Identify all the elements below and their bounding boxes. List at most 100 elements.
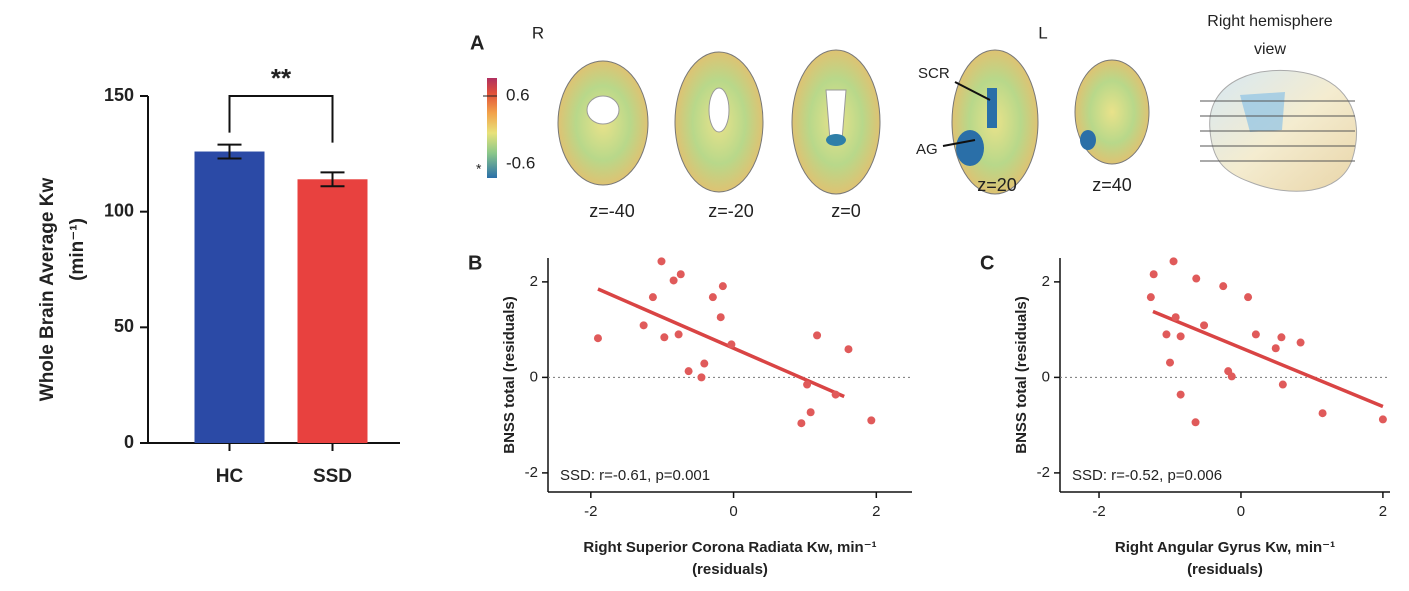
- point: [593, 334, 602, 343]
- y-tick-label: -2: [525, 464, 538, 481]
- point: [844, 345, 853, 354]
- error-bar: [320, 171, 345, 188]
- point: [1278, 380, 1287, 389]
- error-bar: [217, 143, 242, 160]
- point: [813, 331, 822, 340]
- point: [1146, 293, 1155, 302]
- slice-label: z=-20: [708, 201, 754, 221]
- point: [1191, 418, 1200, 427]
- x-tick-label: -2: [1092, 503, 1105, 520]
- fit-line: [597, 287, 845, 399]
- point: [657, 257, 666, 266]
- y-axis-label: (min⁻¹): [67, 218, 88, 281]
- point: [867, 416, 876, 425]
- point: [1149, 270, 1158, 279]
- x-axis-label: (residuals): [692, 561, 768, 578]
- point: [639, 321, 648, 330]
- point: [684, 367, 693, 376]
- point: [1277, 333, 1286, 342]
- y-tick-label: -2: [1037, 464, 1050, 481]
- point: [669, 276, 678, 285]
- slice-label: z=20: [977, 175, 1017, 195]
- slice-label: z=-40: [589, 201, 635, 221]
- y-tick-label: 50: [114, 316, 134, 336]
- point: [1176, 390, 1185, 399]
- x-tick-label: HC: [216, 466, 244, 487]
- point: [1176, 332, 1185, 341]
- pointer: [942, 139, 976, 147]
- brain-slice-detail: [826, 134, 846, 146]
- pointer: [954, 81, 991, 101]
- point: [676, 270, 685, 279]
- point: [697, 373, 706, 382]
- annotation: SSD: r=-0.61, p=0.001: [560, 467, 710, 484]
- point: [716, 313, 725, 322]
- point: [797, 419, 806, 428]
- point: [1296, 338, 1305, 347]
- point: [1162, 330, 1171, 339]
- slice-label: z=40: [1092, 175, 1132, 195]
- point: [1200, 321, 1209, 330]
- brain-slice-detail: [586, 95, 620, 125]
- brain-slice-detail: [708, 87, 730, 133]
- brain-panel: A R L Right hemisphere view 0.6 -0.6 * S…: [470, 13, 1358, 221]
- brain-region: [987, 88, 997, 128]
- point: [1244, 293, 1253, 302]
- brain-slice-detail: [825, 89, 847, 141]
- point: [700, 359, 709, 368]
- y-tick-label: 100: [104, 200, 134, 220]
- x-tick-label: SSD: [313, 466, 352, 487]
- slice-label: z=0: [831, 201, 861, 221]
- bar: [194, 151, 265, 443]
- slice-lines: [1200, 100, 1355, 162]
- brain-region: [1080, 130, 1096, 150]
- x-axis-label: Right Superior Corona Radiata Kw, min⁻¹: [583, 539, 876, 556]
- bar: [297, 179, 368, 443]
- x-tick-label: 0: [1237, 503, 1245, 520]
- point: [1227, 372, 1236, 381]
- x-tick-label: 2: [872, 503, 880, 520]
- y-tick-label: 0: [1042, 368, 1050, 385]
- colorbar-label: -0.6: [506, 153, 535, 172]
- point: [648, 293, 657, 302]
- x-tick-label: -2: [584, 503, 597, 520]
- y-tick-label: 2: [530, 273, 538, 290]
- point: [718, 282, 727, 291]
- y-axis-label: Whole Brain Average Kw: [37, 178, 58, 402]
- point: [1166, 358, 1174, 367]
- hemisphere-region: [1240, 92, 1285, 132]
- y-tick-label: 150: [104, 85, 134, 105]
- colorbar-mark: *: [476, 161, 482, 177]
- point: [1271, 344, 1280, 353]
- annotation: SSD: r=-0.52, p=0.006: [1072, 467, 1222, 484]
- point: [806, 408, 815, 417]
- y-tick-label: 0: [530, 368, 538, 385]
- point: [727, 340, 736, 349]
- point: [1192, 274, 1201, 283]
- panel-label: A: [470, 32, 484, 54]
- view-title: view: [1254, 41, 1286, 58]
- x-tick-label: 2: [1379, 503, 1387, 520]
- y-tick-label: 2: [1042, 273, 1050, 290]
- region-label: SCR: [918, 65, 950, 82]
- point: [1219, 282, 1228, 291]
- significance-bracket: [228, 95, 334, 143]
- point: [708, 293, 717, 302]
- y-tick-label: 0: [124, 432, 134, 452]
- view-title: Right hemisphere: [1207, 13, 1333, 30]
- x-axis-label: (residuals): [1187, 561, 1263, 578]
- point: [831, 390, 840, 399]
- side-label: R: [532, 23, 544, 42]
- panel-label: C: [980, 252, 994, 274]
- point: [1378, 415, 1387, 424]
- region-label: AG: [916, 141, 938, 158]
- significance: **: [271, 63, 292, 93]
- point: [660, 333, 669, 342]
- fit-line: [1152, 309, 1384, 409]
- point: [1318, 409, 1327, 418]
- colorbar-label: 0.6: [506, 85, 530, 104]
- y-axis-label: BNSS total (residuals): [1013, 296, 1030, 454]
- side-label: L: [1038, 23, 1047, 42]
